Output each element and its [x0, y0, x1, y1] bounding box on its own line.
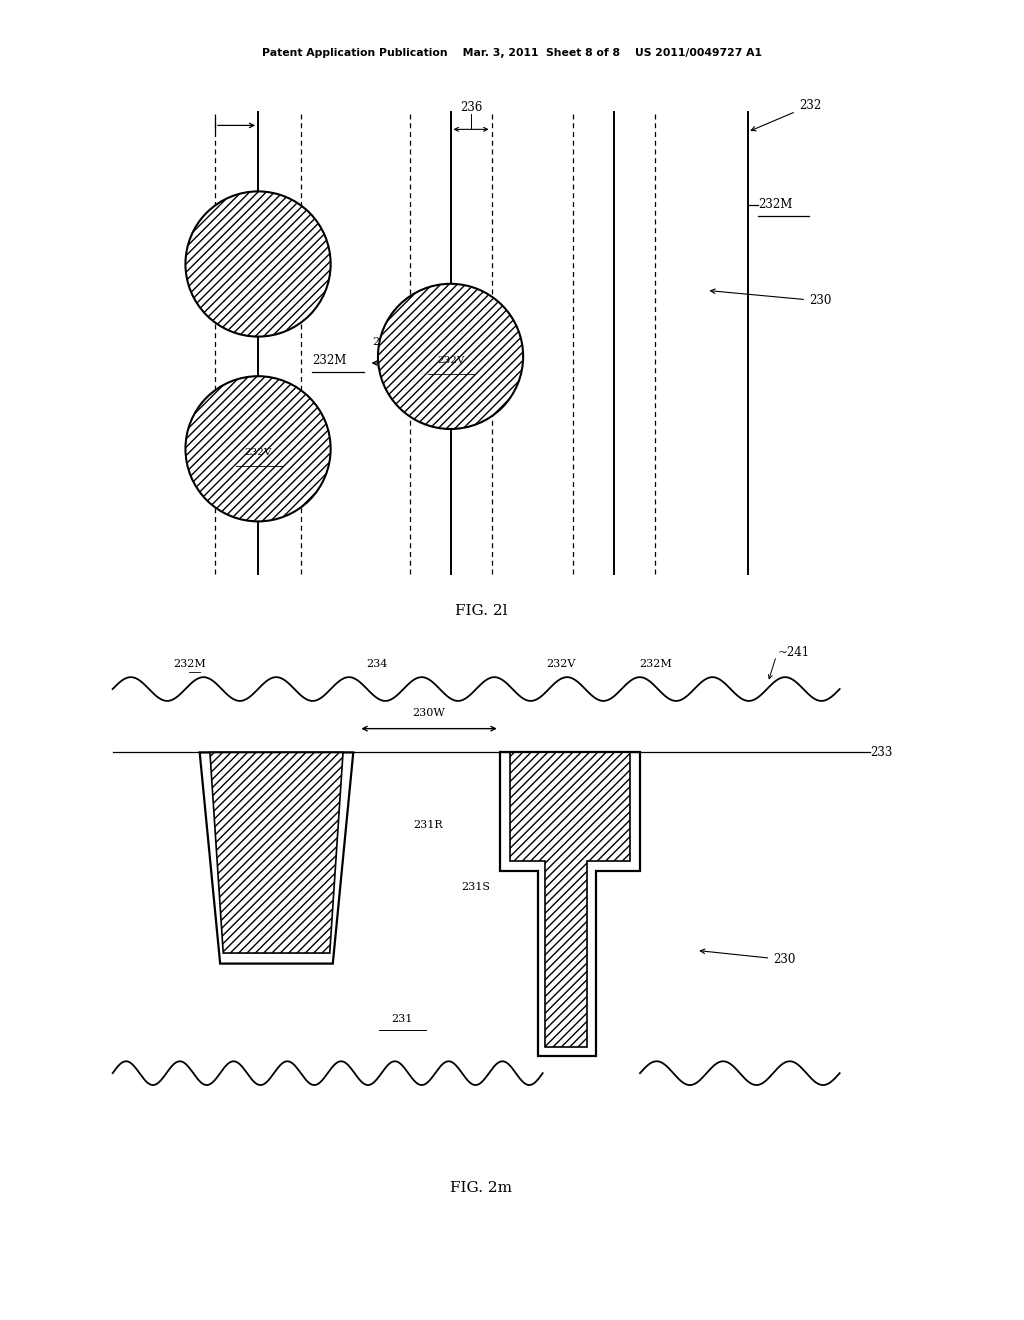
- Text: 230W: 230W: [373, 337, 406, 347]
- Text: 232: 232: [752, 99, 821, 131]
- Text: 236: 236: [460, 100, 482, 114]
- Text: 230: 230: [700, 949, 796, 966]
- Ellipse shape: [185, 191, 331, 337]
- Ellipse shape: [185, 376, 331, 521]
- Text: 232M: 232M: [312, 354, 347, 367]
- Text: 232V: 232V: [437, 356, 464, 364]
- Text: 231R: 231R: [414, 820, 442, 830]
- Text: FIG. 2l: FIG. 2l: [455, 605, 508, 618]
- Bar: [113, 689, 840, 1073]
- Text: 232B: 232B: [260, 855, 289, 866]
- Text: ~241: ~241: [778, 645, 810, 659]
- Text: FIG. 2m: FIG. 2m: [451, 1181, 512, 1195]
- Text: 232V: 232V: [245, 449, 271, 457]
- Text: 234: 234: [367, 659, 387, 669]
- Text: 231S: 231S: [462, 882, 490, 892]
- Polygon shape: [500, 752, 640, 1056]
- Ellipse shape: [378, 284, 523, 429]
- Text: 232M: 232M: [758, 198, 793, 211]
- Text: 231: 231: [392, 1014, 413, 1024]
- Polygon shape: [210, 752, 343, 953]
- Text: 232M: 232M: [173, 659, 206, 669]
- Text: Patent Application Publication    Mar. 3, 2011  Sheet 8 of 8    US 2011/0049727 : Patent Application Publication Mar. 3, 2…: [262, 48, 762, 58]
- Text: 230: 230: [711, 289, 831, 308]
- Text: 230W: 230W: [413, 708, 445, 718]
- Polygon shape: [200, 752, 353, 964]
- Polygon shape: [510, 752, 630, 1047]
- Text: 232V: 232V: [547, 659, 575, 669]
- Text: 233: 233: [870, 746, 893, 759]
- Text: 232M: 232M: [639, 659, 672, 669]
